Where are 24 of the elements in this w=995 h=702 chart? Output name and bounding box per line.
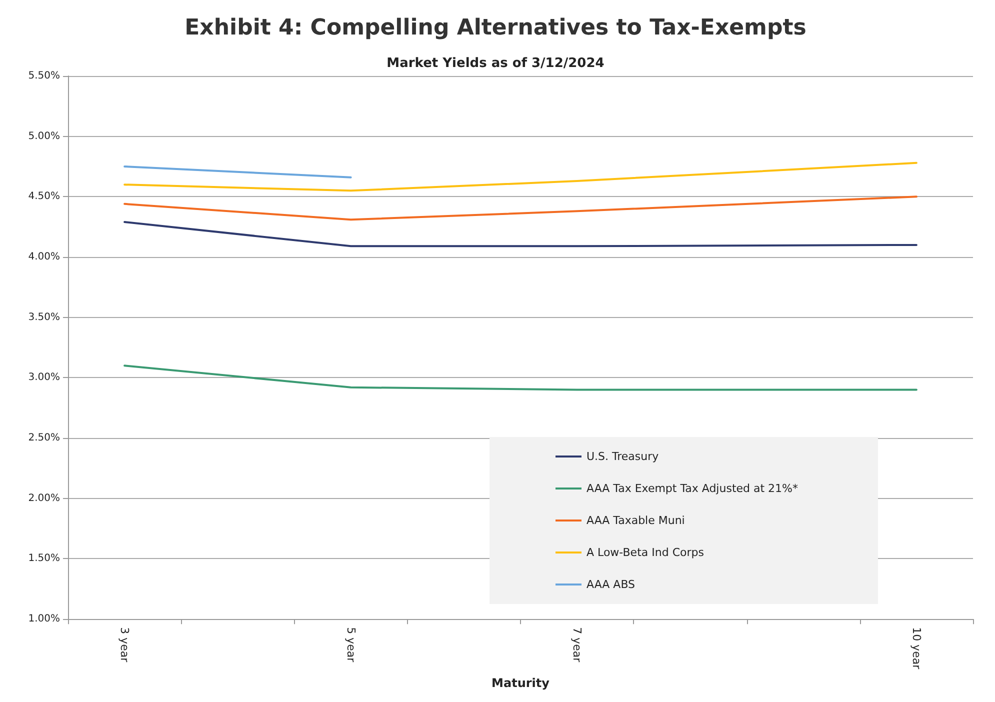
y-tick-label: 2.00% — [28, 492, 60, 504]
x-tick-label: 3 year — [118, 627, 132, 663]
y-tick-label: 4.50% — [28, 191, 60, 202]
x-tick-label: 5 year — [344, 627, 358, 663]
y-tick-label: 5.00% — [28, 130, 60, 142]
chart-title: Exhibit 4: Compelling Alternatives to Tax-Exempts — [184, 16, 806, 40]
y-tick-label: 1.00% — [28, 614, 60, 625]
x-tick-label: 10 year — [910, 627, 923, 670]
x-tick-label: 7 year — [570, 627, 584, 663]
y-tick-label: 4.00% — [28, 252, 60, 263]
y-tick-label: 2.50% — [28, 432, 60, 444]
x-axis-title: Maturity — [492, 676, 550, 690]
y-tick-label: 3.50% — [28, 312, 60, 323]
legend-label: A Low-Beta Ind Corps — [586, 546, 704, 559]
legend-label: AAA ABS — [586, 578, 636, 591]
legend-label: U.S. Treasury — [586, 450, 660, 463]
line-series — [124, 162, 918, 192]
legend-label: AAA Tax Exempt Tax Adjusted at 21%* — [586, 482, 798, 495]
y-tick-label: 5.50% — [28, 70, 60, 82]
y-tick-label: 3.00% — [28, 372, 60, 384]
y-tick-label: 1.50% — [28, 553, 60, 564]
chart-subtitle: Market Yields as of 3/12/2024 — [386, 56, 604, 71]
line-series — [124, 196, 918, 221]
legend-label: AAA Taxable Muni — [586, 514, 685, 527]
